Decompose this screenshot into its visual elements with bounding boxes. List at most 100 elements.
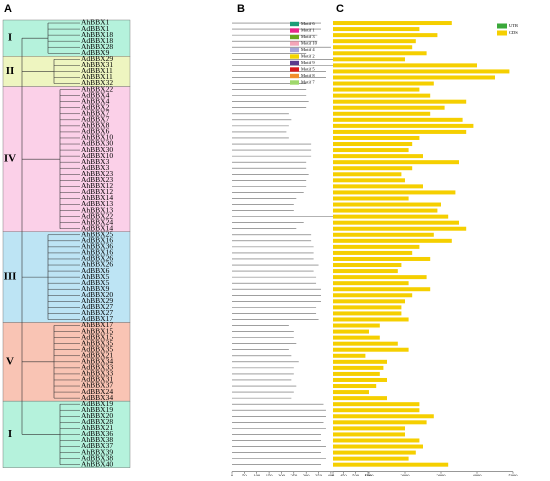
gene-structure: [333, 184, 423, 189]
gene-name: AdBBX23: [81, 175, 113, 184]
gene-name: AhBBX10: [81, 133, 113, 142]
gene-name: AhBBX23: [81, 169, 113, 178]
gene-name: AhBBX4: [81, 96, 110, 105]
gene-name: AdBBX37: [81, 441, 113, 450]
gene-structure: [333, 335, 380, 340]
gene-structure: [333, 178, 405, 183]
gene-name: AdBBX26: [81, 254, 113, 263]
gene-structure: [333, 57, 405, 62]
legend-swatch: [290, 54, 299, 59]
gene-structure: [333, 129, 467, 134]
legend-label: Motif 4: [301, 47, 315, 52]
gene-name: AhBBX15: [81, 326, 113, 335]
gene-structure: [333, 87, 420, 92]
gene-structure: [333, 408, 420, 413]
gene-structure: [333, 75, 495, 80]
legend-swatch: [497, 23, 507, 29]
gene-structure: [333, 444, 423, 449]
gene-structure: [333, 63, 477, 68]
gene-name: AhBBX8: [81, 121, 110, 130]
gene-name: AhBBX7: [81, 108, 110, 117]
gene-name: AdBBX14: [81, 223, 113, 232]
gene-structure: [333, 238, 452, 243]
gene-structure: [333, 341, 398, 346]
gene-structure: [333, 93, 431, 98]
gene-structure: [333, 384, 377, 389]
gene-structure: [333, 256, 431, 261]
gene-name: AdBBX1: [81, 24, 110, 33]
panel-label: B: [237, 3, 245, 15]
gene-name: AdBBX19: [81, 399, 113, 408]
gene-structure: [333, 27, 420, 32]
gene-structure: [333, 281, 409, 286]
legend-label: Motif 3: [301, 34, 315, 39]
legend-label: Motif 2: [301, 54, 315, 59]
gene-name: AdBBX33: [81, 363, 113, 372]
gene-name: AhBBX27: [81, 308, 113, 317]
gene-structure: [333, 154, 423, 159]
gene-structure: [333, 450, 416, 455]
gene-name: AdBBX29: [81, 54, 113, 63]
gene-structure: [333, 293, 413, 298]
gene-structure: [333, 329, 369, 334]
gene-structure: [333, 196, 409, 201]
gene-structure: [333, 402, 420, 407]
gene-name: AhBBX33: [81, 369, 113, 378]
gene-name: AdBBX28: [81, 417, 113, 426]
gene-name: AdBBX34: [81, 393, 113, 402]
legend-label: Motif 10: [301, 41, 318, 46]
gene-structure: [333, 99, 467, 104]
gene-name: AhBBX3: [81, 157, 110, 166]
gene-structure: [333, 214, 449, 219]
gene-structure: [333, 123, 474, 128]
gene-name: AhBBX38: [81, 435, 113, 444]
panel-label: A: [4, 3, 12, 15]
panel-label: C: [336, 3, 344, 15]
gene-structure: [333, 117, 463, 122]
gene-structure: [333, 426, 405, 431]
gene-structure: [333, 250, 413, 255]
gene-name: AhBBX28: [81, 42, 113, 51]
legend-label: Motif 8: [301, 73, 315, 78]
gene-structure: [333, 226, 467, 231]
gene-structure: [333, 323, 380, 328]
gene-structure: [333, 269, 398, 274]
gene-structure: [333, 202, 441, 207]
legend-swatch: [290, 28, 299, 33]
gene-name: AdBBX6: [81, 266, 110, 275]
gene-name: AdBBX18: [81, 36, 113, 45]
gene-structure: [333, 377, 387, 382]
gene-name: AhBBX32: [81, 78, 113, 87]
gene-name: AdBBX27: [81, 302, 113, 311]
gene-structure: [333, 21, 452, 26]
gene-structure: [333, 105, 445, 110]
gene-structure: [333, 39, 416, 44]
clade-label: I: [8, 428, 12, 440]
gene-name: AdBBX10: [81, 151, 113, 160]
legend-label: Motif 6: [301, 21, 315, 26]
gene-structure: [333, 45, 413, 50]
gene-structure: [333, 160, 459, 165]
gene-name: AdBBX30: [81, 139, 113, 148]
gene-name: AhBBX37: [81, 381, 113, 390]
gene-structure: [333, 438, 420, 443]
gene-structure: [333, 51, 427, 56]
gene-name: AdBBX36: [81, 429, 113, 438]
gene-name: AhBBX14: [81, 193, 113, 202]
clade-label: I: [8, 32, 12, 44]
gene-name: AdBBX4: [81, 90, 110, 99]
gene-name: AhBBX34: [81, 357, 113, 366]
legend-label: Motif 9: [301, 60, 315, 65]
gene-structure: [333, 208, 438, 213]
gene-structure: [333, 305, 402, 310]
gene-name: AdBBX20: [81, 290, 113, 299]
gene-name: AhBBX31: [81, 60, 113, 69]
gene-name: AhBBX19: [81, 405, 113, 414]
legend-swatch: [290, 80, 299, 85]
gene-name: AhBBX21: [81, 423, 113, 432]
gene-structure: [333, 142, 413, 147]
gene-name: AhBBX36: [81, 242, 113, 251]
gene-structure: [333, 353, 366, 358]
gene-name: AhBBX12: [81, 181, 113, 190]
